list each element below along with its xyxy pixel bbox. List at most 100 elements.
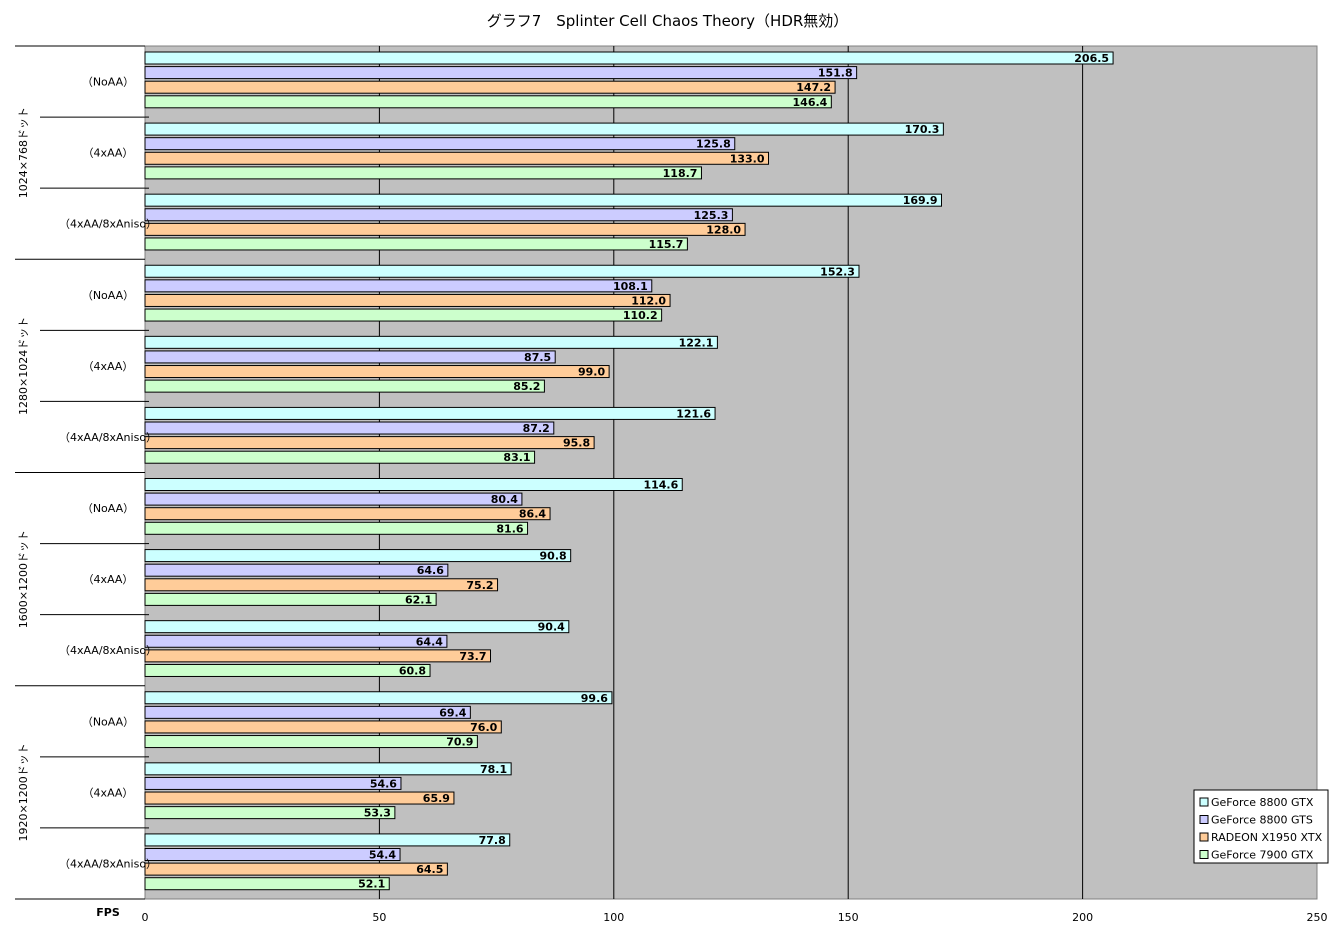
- bar: [144, 720, 502, 734]
- category-label: （4xAA/8xAniso）: [59, 218, 157, 231]
- bar: [144, 293, 671, 307]
- bar: [144, 450, 536, 464]
- bar: [144, 705, 471, 719]
- bar: [144, 563, 449, 577]
- data-label: 114.6: [643, 479, 678, 492]
- group-label: 1600×1200ドット: [17, 530, 30, 628]
- data-label: 80.4: [491, 493, 518, 506]
- data-label: 85.2: [513, 380, 540, 393]
- x-tick-label: 200: [1072, 911, 1093, 924]
- bar: [144, 421, 555, 435]
- data-label: 151.8: [818, 67, 853, 80]
- data-label: 54.4: [369, 849, 396, 862]
- bar: [144, 549, 572, 563]
- bar: [144, 848, 401, 862]
- x-tick-label: 50: [372, 911, 386, 924]
- data-label: 95.8: [563, 437, 590, 450]
- data-label: 90.8: [540, 550, 567, 563]
- bar: [144, 137, 736, 151]
- category-label: （4xAA/8xAniso）: [59, 431, 157, 444]
- bar: [144, 862, 448, 876]
- bar: [144, 222, 746, 236]
- data-label: 81.6: [496, 522, 523, 535]
- bar: [144, 492, 523, 506]
- data-label: 62.1: [405, 593, 432, 606]
- bar: [144, 279, 653, 293]
- bar: [144, 308, 663, 322]
- bar: [144, 634, 448, 648]
- legend-swatch: [1199, 797, 1209, 807]
- category-label: （4xAA/8xAniso）: [59, 857, 157, 870]
- bar: [144, 762, 512, 776]
- bar: [144, 776, 402, 790]
- data-label: 69.4: [439, 706, 466, 719]
- data-label: 125.3: [694, 209, 729, 222]
- data-label: 77.8: [479, 834, 506, 847]
- legend-box: [1193, 789, 1329, 864]
- data-label: 112.0: [631, 294, 666, 307]
- bar: [144, 620, 570, 634]
- bar: [144, 66, 858, 80]
- legend-item: GeForce 8800 GTX: [1211, 796, 1314, 809]
- category-label: （4xAA）: [83, 573, 134, 586]
- data-label: 90.4: [538, 621, 565, 634]
- data-label: 53.3: [364, 807, 391, 820]
- legend-swatch: [1199, 850, 1209, 859]
- bar: [144, 592, 437, 606]
- bar: [144, 379, 545, 393]
- data-label: 64.5: [416, 863, 443, 876]
- data-label: 152.3: [820, 265, 855, 278]
- data-label: 86.4: [519, 508, 546, 521]
- bar: [144, 122, 944, 136]
- data-label: 169.9: [903, 194, 938, 207]
- data-label: 128.0: [706, 223, 741, 236]
- category-label: （4xAA）: [83, 360, 134, 373]
- data-label: 147.2: [796, 81, 831, 94]
- data-label: 87.5: [524, 351, 551, 364]
- data-label: 122.1: [679, 336, 714, 349]
- plot-area: [144, 45, 1318, 900]
- legend-item: RADEON X1950 XTX: [1211, 831, 1323, 844]
- category-label: （NoAA）: [82, 76, 134, 89]
- data-label: 125.8: [696, 138, 731, 151]
- category-label: （4xAA）: [83, 147, 134, 160]
- data-label: 206.5: [1074, 52, 1109, 65]
- bar: [144, 264, 860, 278]
- data-label: 99.6: [581, 692, 608, 705]
- data-label: 83.1: [503, 451, 530, 464]
- bar: [144, 735, 478, 749]
- data-label: 52.1: [358, 878, 385, 891]
- bar: [144, 166, 702, 180]
- group-label: 1920×1200ドット: [17, 743, 30, 841]
- bar: [144, 51, 1114, 65]
- data-label: 146.4: [793, 96, 828, 109]
- data-label: 110.2: [623, 309, 658, 322]
- data-label: 170.3: [905, 123, 940, 136]
- bar: [144, 578, 499, 592]
- data-label: 54.6: [370, 777, 397, 790]
- data-label: 99.0: [578, 366, 605, 379]
- legend-item: GeForce 7900 GTX: [1211, 849, 1314, 862]
- bar: [144, 478, 683, 491]
- x-tick-label: 250: [1307, 911, 1328, 924]
- bar: [144, 365, 610, 379]
- bar: [144, 95, 832, 109]
- chart-title: グラフ7 Splinter Cell Chaos Theory（HDR無効）: [486, 12, 849, 30]
- bar: [144, 649, 492, 663]
- bar: [144, 237, 688, 251]
- category-label: （4xAA）: [83, 786, 134, 799]
- data-label: 64.4: [416, 635, 443, 648]
- data-label: 73.7: [459, 650, 486, 663]
- data-label: 60.8: [399, 664, 426, 677]
- data-label: 65.9: [423, 792, 450, 805]
- bar: [144, 151, 770, 165]
- bar: [144, 80, 836, 94]
- group-label: 1024×768ドット: [17, 107, 30, 198]
- x-axis-label: FPS: [96, 906, 120, 919]
- group-label: 1280×1024ドット: [17, 317, 30, 415]
- bar: [144, 691, 613, 705]
- data-label: 87.2: [523, 422, 550, 435]
- data-label: 70.9: [446, 736, 473, 749]
- data-label: 76.0: [470, 721, 497, 734]
